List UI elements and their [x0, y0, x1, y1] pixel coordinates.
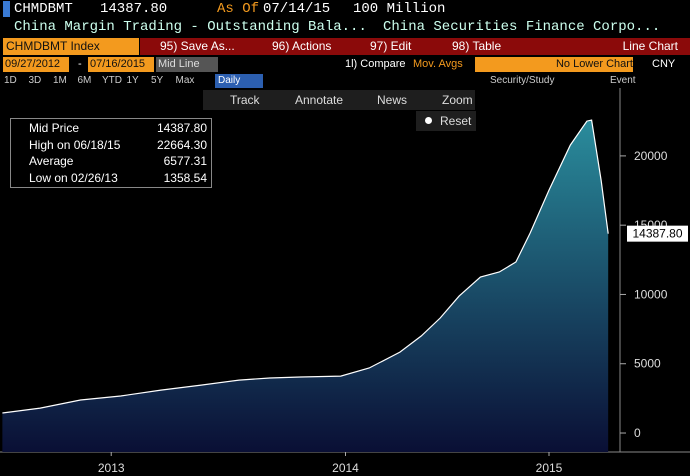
menu-bar	[140, 38, 690, 55]
price: 14387.80	[100, 1, 168, 17]
chart-type[interactable]: Line Chart	[622, 39, 678, 53]
start-date[interactable]: 09/27/2012	[3, 57, 69, 72]
frequency[interactable]: Daily	[215, 74, 263, 88]
legend: Mid Price 14387.80 High on 06/18/15 22664.3…	[10, 118, 212, 188]
last-value-box	[627, 225, 688, 242]
chart-toolbar	[203, 90, 475, 110]
ticker: CHMDBMT	[14, 1, 73, 17]
menu-item[interactable]: 96) Actions	[272, 39, 332, 53]
chart-tool[interactable]: Track	[230, 93, 260, 107]
period[interactable]: YTD	[102, 75, 122, 86]
x-tick-label: 2013	[98, 461, 125, 475]
legend-value: 1358.54	[163, 170, 207, 185]
period[interactable]: 5Y	[151, 75, 164, 86]
legend-value: 14387.80	[156, 121, 207, 135]
legend-value: 22664.30	[156, 137, 207, 152]
y-tick-label: 20000	[634, 149, 668, 163]
x-tick-label: 2014	[332, 461, 359, 475]
last-value-label: 14387.80	[632, 227, 682, 241]
period[interactable]: 1D	[4, 75, 17, 86]
marker	[3, 1, 10, 17]
reset[interactable]: Reset	[440, 114, 472, 128]
y-tick-label: 10000	[634, 287, 668, 301]
menu-item[interactable]: 95) Save As...	[160, 39, 235, 53]
legend-value: 6577.31	[163, 154, 207, 168]
line-type[interactable]: Mid Line	[156, 57, 218, 72]
x-tick-label: 2015	[536, 461, 563, 475]
compare-value[interactable]: Mov. Avgs	[413, 58, 463, 70]
period[interactable]: 1Y	[126, 75, 139, 86]
as-of-label: As Of	[217, 1, 260, 17]
as-of: 07/14/15	[263, 1, 331, 17]
legend-label: High on 06/18/15	[29, 137, 121, 152]
chart-tool[interactable]: News	[377, 93, 408, 107]
reset-icon	[425, 117, 432, 124]
units: 100 Million	[353, 1, 446, 17]
menu-item[interactable]: 98) Table	[452, 39, 502, 53]
area	[2, 120, 609, 452]
menu-item[interactable]: 97) Edit	[370, 39, 412, 53]
currency[interactable]: CNY	[652, 58, 676, 70]
tool[interactable]: Event	[610, 75, 636, 86]
period[interactable]: 6M	[77, 75, 92, 86]
description: China Margin Trading - Outstanding Bala.…	[14, 19, 367, 35]
separator: -	[78, 58, 82, 70]
y-tick-label: 0	[634, 426, 641, 440]
lower-chart[interactable]: No Lower Chart	[475, 57, 633, 72]
period[interactable]: 1M	[53, 75, 67, 86]
legend-label: Average	[29, 154, 74, 168]
legend-label: Mid Price	[29, 121, 80, 135]
y-tick-label: 5000	[634, 357, 661, 371]
chart-tool[interactable]: Annotate	[295, 93, 344, 107]
period[interactable]: Max	[175, 75, 195, 86]
period[interactable]: 3D	[28, 75, 42, 86]
end-date[interactable]: 07/16/2015	[88, 57, 154, 72]
security[interactable]: CHMDBMT Index	[3, 38, 139, 55]
tool[interactable]: Security/Study	[490, 75, 555, 86]
chart-tool[interactable]: Zoom	[442, 93, 473, 107]
legend-label: Low on 02/26/13	[29, 170, 118, 185]
line	[2, 119, 609, 414]
compare[interactable]: 1l) Compare	[345, 58, 406, 70]
source: China Securities Finance Corpo...	[383, 19, 661, 35]
reset-button[interactable]: Reset	[416, 111, 476, 131]
